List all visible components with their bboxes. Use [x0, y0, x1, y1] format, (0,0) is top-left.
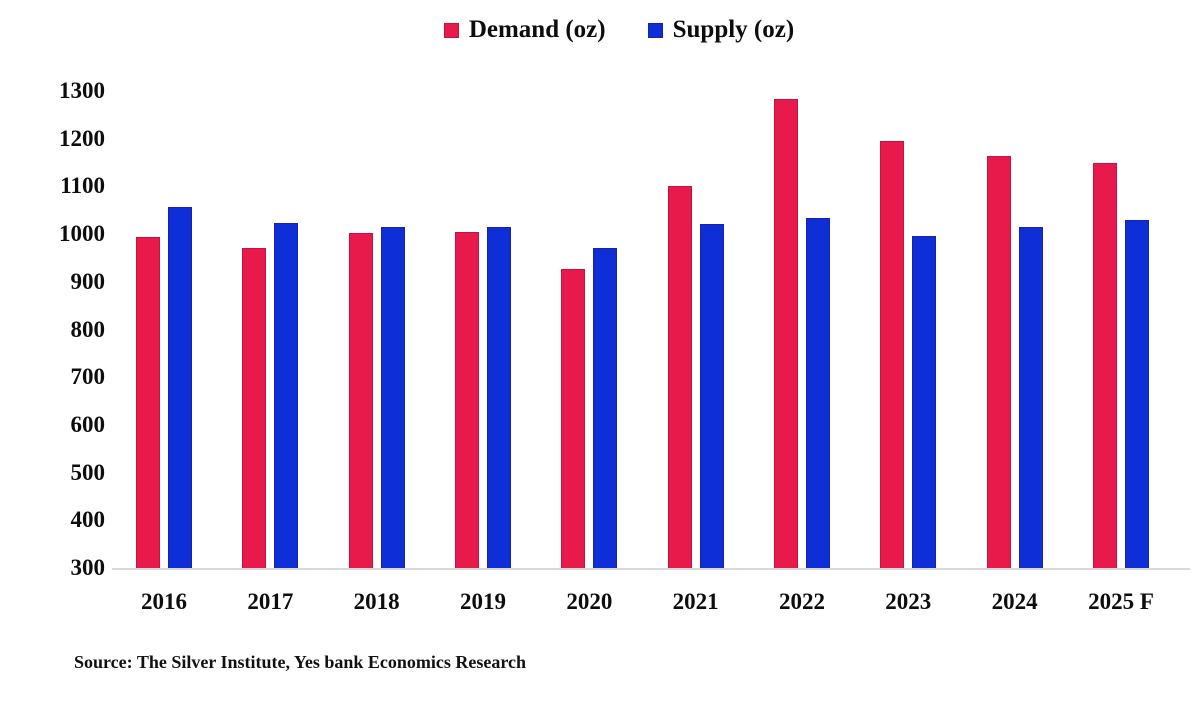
bar-demand-2022	[773, 99, 798, 568]
bar-supply-2018	[380, 227, 405, 568]
bar-demand-2016	[136, 237, 160, 568]
x-tick-2021: 2021	[672, 589, 719, 614]
x-tick-2024: 2024	[991, 589, 1038, 614]
source-note: Source: The Silver Institute, Yes bank E…	[74, 652, 527, 672]
bar-supply-2024	[1018, 226, 1043, 568]
y-tick-1200: 1200	[59, 125, 105, 151]
x-tick-2019: 2019	[459, 589, 506, 614]
x-tick-2025-f: 2025 F	[1088, 589, 1154, 614]
bar-demand-2023	[880, 140, 905, 568]
y-tick-1100: 1100	[60, 173, 105, 199]
x-tick-2023: 2023	[885, 589, 932, 614]
bar-supply-2025-f	[1124, 219, 1149, 568]
legend-label-supply: Supply (oz)	[672, 16, 795, 43]
x-tick-2022: 2022	[778, 589, 825, 614]
legend-item-supply: Supply (oz)	[647, 16, 795, 44]
legend-label-demand: Demand (oz)	[468, 16, 606, 43]
bar-demand-2020	[561, 269, 586, 568]
x-tick-2016: 2016	[141, 589, 187, 614]
bar-supply-2019	[486, 226, 511, 568]
bar-demand-2021	[667, 185, 692, 568]
bar-demand-2019	[454, 232, 479, 568]
y-tick-1300: 1300	[59, 78, 105, 103]
bar-supply-2022	[805, 217, 830, 568]
supply-swatch-icon	[647, 22, 663, 38]
bar-demand-2025-f	[1092, 163, 1117, 568]
y-tick-900: 900	[70, 268, 106, 294]
bar-supply-2017	[274, 222, 299, 568]
demand-swatch-icon	[443, 22, 459, 38]
x-tick-2020: 2020	[566, 589, 613, 614]
bar-demand-2024	[986, 155, 1011, 568]
bar-demand-2017	[242, 247, 267, 568]
y-tick-400: 400	[70, 507, 106, 533]
y-tick-500: 500	[70, 459, 106, 485]
chart-legend: Demand (oz) Supply (oz)	[0, 16, 1200, 44]
y-tick-1000: 1000	[59, 221, 105, 247]
y-tick-700: 700	[70, 364, 106, 390]
legend-item-demand: Demand (oz)	[443, 16, 606, 44]
x-tick-2018: 2018	[353, 589, 400, 614]
bar-supply-2023	[912, 235, 937, 568]
bar-supply-2021	[699, 223, 724, 568]
bar-supply-2016	[168, 207, 192, 568]
bar-demand-2018	[348, 233, 373, 568]
x-axis-line	[112, 568, 1190, 570]
bar-supply-2020	[593, 247, 618, 568]
x-tick-2017: 2017	[247, 589, 294, 614]
y-tick-600: 600	[70, 411, 106, 437]
y-tick-300: 300	[70, 555, 106, 580]
y-tick-800: 800	[70, 316, 106, 342]
